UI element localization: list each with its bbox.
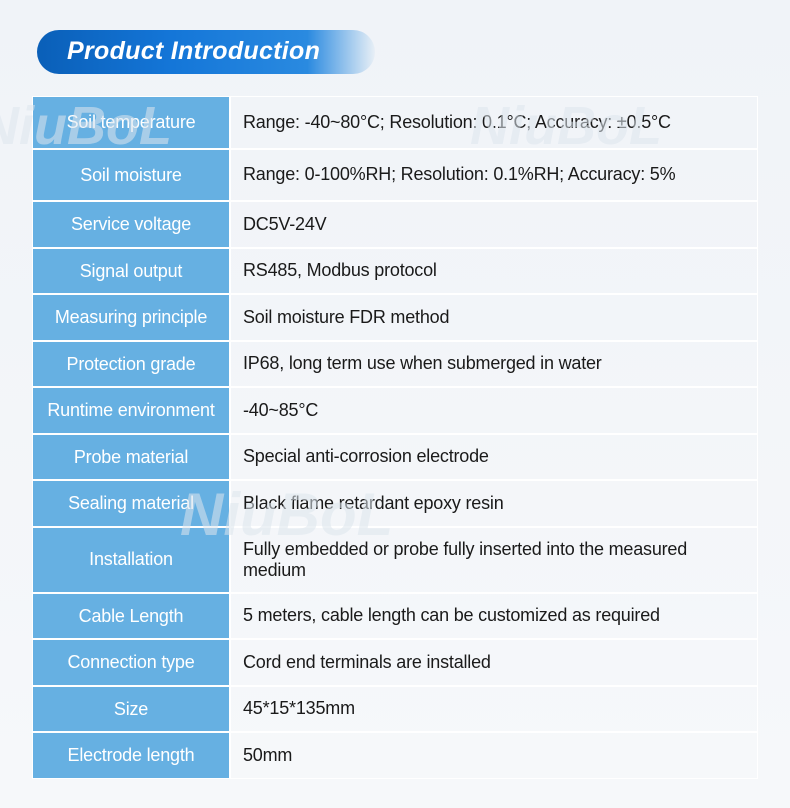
table-row: Size45*15*135mm: [32, 686, 758, 733]
spec-value: Cord end terminals are installed: [230, 639, 758, 686]
table-row: Soil moistureRange: 0-100%RH; Resolution…: [32, 149, 758, 202]
spec-value: RS485, Modbus protocol: [230, 248, 758, 295]
table-row: Electrode length50mm: [32, 732, 758, 779]
spec-table: Soil temperatureRange: -40~80°C; Resolut…: [32, 96, 758, 779]
spec-label: Electrode length: [32, 732, 230, 779]
spec-label: Protection grade: [32, 341, 230, 388]
spec-table-body: Soil temperatureRange: -40~80°C; Resolut…: [32, 96, 758, 779]
table-row: Connection typeCord end terminals are in…: [32, 639, 758, 686]
table-row: Measuring principleSoil moisture FDR met…: [32, 294, 758, 341]
spec-label: Size: [32, 686, 230, 733]
spec-label: Probe material: [32, 434, 230, 481]
spec-label: Soil temperature: [32, 96, 230, 149]
table-row: Service voltageDC5V-24V: [32, 201, 758, 248]
spec-value: DC5V-24V: [230, 201, 758, 248]
spec-label: Soil moisture: [32, 149, 230, 202]
spec-label: Cable Length: [32, 593, 230, 640]
table-row: Runtime environment-40~85°C: [32, 387, 758, 434]
spec-label: Service voltage: [32, 201, 230, 248]
section-title-text: Product Introduction: [67, 37, 320, 65]
spec-label: Connection type: [32, 639, 230, 686]
spec-value: Black flame retardant epoxy resin: [230, 480, 758, 527]
spec-value: 5 meters, cable length can be customized…: [230, 593, 758, 640]
spec-label: Runtime environment: [32, 387, 230, 434]
spec-value: Special anti-corrosion electrode: [230, 434, 758, 481]
table-row: Protection gradeIP68, long term use when…: [32, 341, 758, 388]
table-row: Probe materialSpecial anti-corrosion ele…: [32, 434, 758, 481]
spec-label: Measuring principle: [32, 294, 230, 341]
spec-value: IP68, long term use when submerged in wa…: [230, 341, 758, 388]
spec-value: -40~85°C: [230, 387, 758, 434]
spec-value: Range: -40~80°C; Resolution: 0.1°C; Accu…: [230, 96, 758, 149]
table-row: Signal outputRS485, Modbus protocol: [32, 248, 758, 295]
spec-value: 50mm: [230, 732, 758, 779]
table-row: InstallationFully embedded or probe full…: [32, 527, 758, 593]
spec-label: Signal output: [32, 248, 230, 295]
spec-value: Range: 0-100%RH; Resolution: 0.1%RH; Acc…: [230, 149, 758, 202]
spec-value: Soil moisture FDR method: [230, 294, 758, 341]
spec-value: Fully embedded or probe fully inserted i…: [230, 527, 758, 593]
spec-label: Installation: [32, 527, 230, 593]
spec-value: 45*15*135mm: [230, 686, 758, 733]
table-row: Cable Length5 meters, cable length can b…: [32, 593, 758, 640]
section-title-pill: Product Introduction: [37, 30, 375, 74]
spec-label: Sealing material: [32, 480, 230, 527]
table-row: Sealing materialBlack flame retardant ep…: [32, 480, 758, 527]
table-row: Soil temperatureRange: -40~80°C; Resolut…: [32, 96, 758, 149]
